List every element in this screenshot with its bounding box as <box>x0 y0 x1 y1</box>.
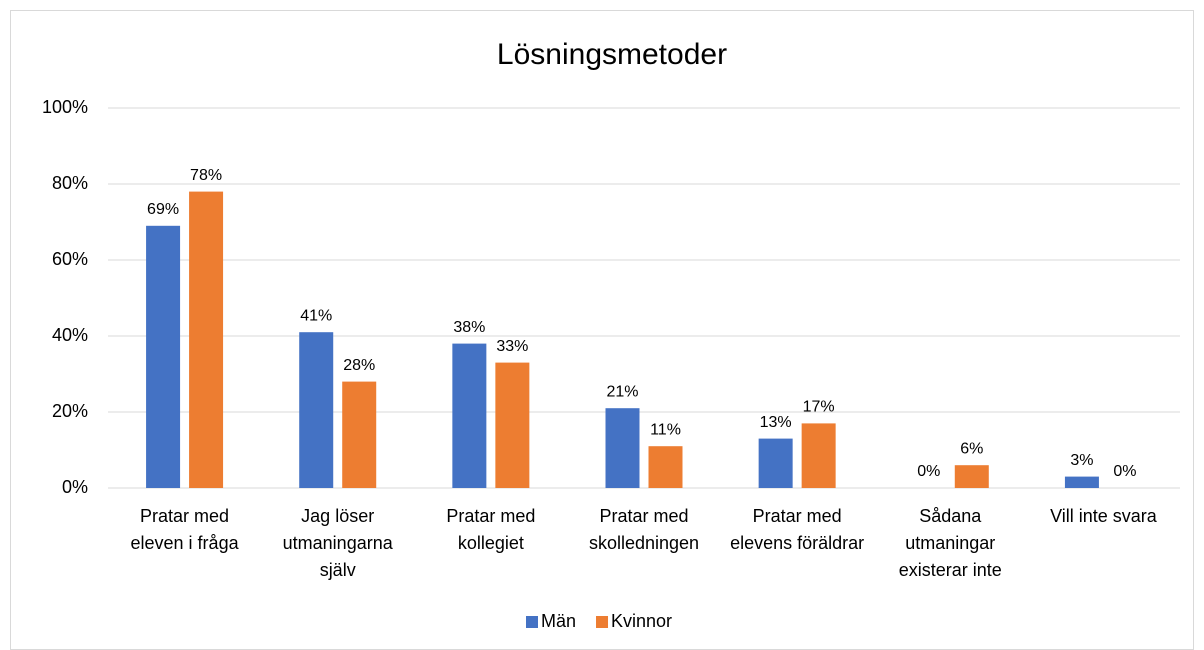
y-tick-label: 40% <box>52 325 88 345</box>
bar <box>189 191 224 488</box>
data-label: 69% <box>147 201 179 218</box>
bar <box>605 408 640 488</box>
data-label: 6% <box>960 440 983 457</box>
legend-swatch <box>526 616 538 628</box>
data-label: 78% <box>190 167 222 184</box>
data-label: 3% <box>1070 452 1093 469</box>
bar <box>758 438 793 488</box>
bar <box>299 332 334 488</box>
data-label: 28% <box>343 357 375 374</box>
bar <box>342 381 377 488</box>
x-tick-label: Sådana utmaningar existerar inte <box>898 506 1002 580</box>
data-label: 41% <box>300 307 332 324</box>
y-tick-label: 20% <box>52 401 88 421</box>
legend-label: Män <box>541 611 576 631</box>
legend-label: Kvinnor <box>611 611 672 631</box>
data-label: 38% <box>453 319 485 336</box>
data-label: 17% <box>803 399 835 416</box>
x-tick-label: Pratar med kollegiet <box>446 506 536 553</box>
bar <box>1064 476 1099 488</box>
data-label: 13% <box>760 414 792 431</box>
bar <box>648 446 683 488</box>
y-tick-label: 60% <box>52 249 88 269</box>
x-tick-label: Pratar med skolledningen <box>588 506 700 553</box>
y-tick-label: 100% <box>42 97 88 117</box>
data-label: 0% <box>917 463 940 480</box>
x-tick-label: Pratar med elevens föräldrar <box>730 506 865 553</box>
x-tick-label: Jag löser utmaningarna själv <box>282 506 393 580</box>
data-label: 33% <box>496 338 528 355</box>
y-tick-label: 80% <box>52 173 88 193</box>
data-label: 11% <box>650 421 681 438</box>
chart-title: Lösningsmetoder <box>497 38 727 71</box>
x-tick-label: Pratar med eleven i fråga <box>130 506 239 553</box>
bar <box>954 465 989 488</box>
y-tick-label: 0% <box>62 477 88 497</box>
bar <box>801 423 836 488</box>
bar <box>146 225 181 489</box>
bar <box>452 343 487 488</box>
x-tick-label: Vill inte svara <box>1050 506 1157 526</box>
data-label: 21% <box>606 383 638 400</box>
legend-swatch <box>596 616 609 628</box>
data-label: 0% <box>1113 463 1136 480</box>
bar <box>495 362 530 488</box>
